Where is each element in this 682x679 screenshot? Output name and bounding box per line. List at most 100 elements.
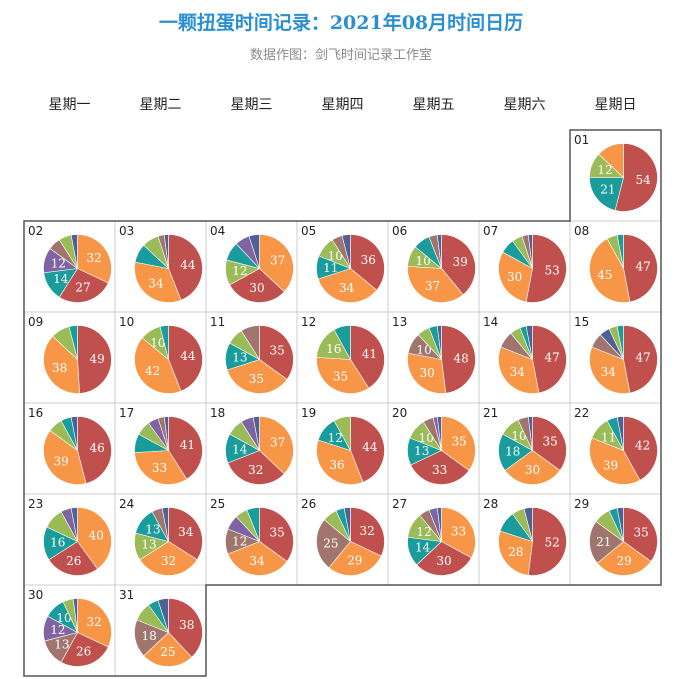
pie-slice	[227, 450, 285, 485]
pie-slice	[246, 507, 260, 542]
pie-slice	[504, 450, 561, 485]
slice-label: 47	[635, 351, 650, 365]
slice-label: 12	[598, 163, 613, 177]
pie-slice	[316, 439, 364, 485]
day-number: 20	[392, 406, 407, 420]
slice-label: 16	[50, 536, 65, 550]
slice-label: 35	[451, 435, 466, 449]
day-number: 15	[574, 315, 589, 329]
day-number: 21	[483, 406, 498, 420]
slice-label: 44	[362, 440, 378, 454]
slice-label: 47	[544, 351, 559, 365]
pie-slice	[616, 325, 624, 360]
pie-slice	[77, 598, 112, 648]
slice-label: 12	[328, 431, 343, 445]
slice-label: 38	[179, 618, 194, 632]
slice-label: 25	[323, 536, 338, 550]
pie-slice	[436, 507, 442, 542]
slice-label: 25	[160, 645, 175, 659]
pie-slice	[498, 251, 533, 303]
day-number: 30	[28, 588, 43, 602]
slice-label: 11	[323, 261, 338, 275]
pie-slice	[43, 335, 80, 394]
slice-label: 10	[328, 249, 343, 263]
pie-slice	[616, 507, 624, 542]
slice-label: 10	[417, 343, 432, 357]
slice-label: 11	[601, 431, 616, 445]
day-number: 10	[119, 315, 134, 329]
pie-slice	[436, 325, 442, 360]
pie-slice	[159, 325, 169, 360]
pie-slice	[343, 507, 351, 542]
day-number: 23	[28, 497, 43, 511]
slice-label: 30	[436, 554, 451, 568]
day-number: 28	[483, 497, 498, 511]
pie-slice	[527, 507, 567, 576]
pie-slice	[407, 266, 464, 303]
slice-label: 28	[508, 545, 523, 559]
day-cell-15: 47 34 15	[569, 311, 662, 404]
slice-label: 37	[425, 279, 440, 293]
slice-label: 34	[339, 281, 355, 295]
pie-slice	[316, 519, 351, 569]
day-number: 19	[301, 406, 316, 420]
slice-label: 33	[451, 525, 466, 539]
slice-label: 44	[180, 258, 196, 272]
day-number: 11	[210, 315, 225, 329]
pie-slice	[333, 325, 351, 360]
day-cell-01: 54 21 12 01	[569, 129, 662, 222]
pie-slice	[598, 143, 624, 179]
slice-label: 30	[249, 281, 264, 295]
slice-label: 34	[249, 554, 265, 568]
day-number: 16	[28, 406, 43, 420]
pie-slice	[614, 143, 658, 212]
day-cell-26: 32 29 25 26	[296, 493, 389, 586]
slice-label: 37	[270, 254, 285, 268]
pie-slice	[77, 507, 112, 570]
pie-slice	[139, 541, 198, 576]
pie-slice	[168, 325, 203, 392]
pie-slice	[157, 598, 169, 633]
slice-label: 18	[505, 445, 520, 459]
slice-label: 35	[633, 526, 648, 540]
slice-label: 45	[597, 268, 612, 282]
day-number: 17	[119, 406, 134, 420]
day-cell-13: 48 30 10 13	[387, 311, 480, 404]
weekday-sun: 星期日	[594, 97, 637, 113]
pie-slice	[589, 177, 624, 211]
slice-label: 47	[635, 260, 650, 274]
slice-label: 39	[452, 255, 467, 269]
pie-slice	[259, 507, 294, 562]
day-number: 02	[28, 224, 43, 238]
day-number: 03	[119, 224, 134, 238]
slice-label: 44	[180, 349, 196, 363]
slice-label: 18	[141, 629, 156, 643]
weekday-wed: 星期三	[230, 97, 273, 113]
slice-label: 54	[635, 173, 651, 187]
slice-label: 12	[232, 264, 247, 278]
day-cell-06: 39 37 10 06	[387, 220, 480, 313]
pie-slice	[70, 234, 78, 269]
day-cell-10: 44 42 10 10	[114, 311, 207, 404]
pie-slice	[441, 234, 476, 296]
pie-slice	[259, 325, 294, 380]
slice-label: 33	[432, 463, 447, 477]
day-cell-08: 47 45 08	[569, 220, 662, 313]
slice-label: 36	[361, 253, 376, 267]
slice-label: 41	[180, 438, 195, 452]
slice-label: 30	[507, 270, 522, 284]
pie-slice	[410, 450, 470, 485]
day-number: 13	[392, 315, 407, 329]
day-number: 31	[119, 588, 134, 602]
slice-label: 30	[419, 366, 434, 380]
pie-slice	[623, 416, 658, 481]
slice-label: 42	[635, 439, 650, 453]
pie-slice	[48, 541, 98, 576]
slice-label: 35	[333, 370, 348, 384]
pie-slice	[43, 430, 87, 485]
day-cell-17: 41 33 17	[114, 402, 207, 495]
